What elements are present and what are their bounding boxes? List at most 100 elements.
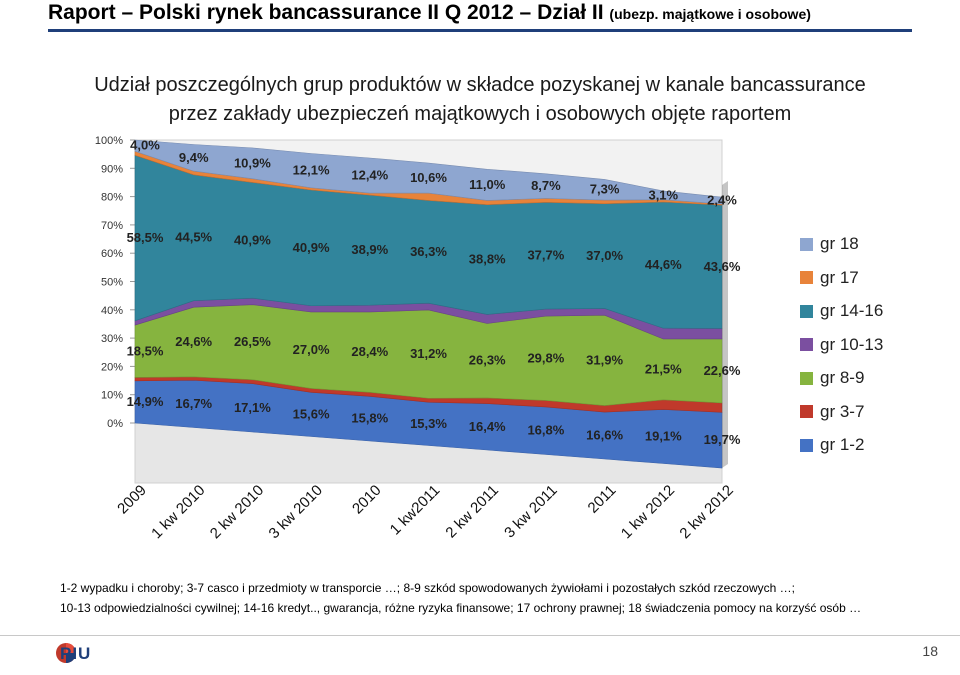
legend-item-gr-3-7: gr 3-7 (800, 401, 864, 423)
legend-swatch (800, 304, 813, 318)
data-label-gr-8-9: 24,6% (175, 334, 212, 349)
y-tick-label: 20% (101, 361, 123, 373)
legend-label: gr 3-7 (820, 401, 865, 421)
legend-item-gr-18: gr 18 (800, 233, 859, 255)
data-label-gr-18: 4,0% (130, 138, 160, 153)
data-label-gr-18: 2,4% (707, 193, 737, 208)
x-tick-label: 1 kw 2010 (148, 482, 208, 542)
data-label-gr-1-2: 17,1% (234, 400, 271, 415)
data-label-gr-14-16: 38,9% (351, 242, 388, 257)
legend-swatch (800, 338, 813, 351)
data-label-gr-18: 8,7% (531, 178, 561, 193)
y-tick-label: 70% (101, 220, 123, 232)
y-tick-label: 50% (101, 277, 123, 289)
chart-title-line1: Udział poszczególnych grup produktów w s… (94, 74, 866, 96)
x-tick-label: 3 kw 2010 (266, 482, 326, 542)
y-tick-label: 0% (107, 418, 123, 430)
data-label-gr-8-9: 28,4% (351, 344, 388, 359)
x-tick-label: 2 kw 2010 (207, 482, 267, 542)
x-tick-label: 2010 (349, 482, 385, 518)
data-label-gr-8-9: 22,6% (704, 363, 741, 378)
data-label-gr-1-2: 15,6% (293, 406, 330, 421)
chart-title-line2: przez zakłady ubezpieczeń majątkowych i … (168, 103, 792, 125)
legend-label: gr 10-13 (820, 334, 884, 354)
y-tick-label: 90% (101, 163, 123, 175)
area-gr-18 (134, 139, 723, 205)
data-label-gr-8-9: 31,2% (410, 346, 447, 361)
data-label-gr-1-2: 19,1% (645, 428, 682, 443)
data-label-gr-14-16: 44,5% (175, 230, 212, 245)
footnote-line2: 10-13 odpowiedzialności cywilnej; 14-16 … (60, 601, 862, 615)
data-label-gr-18: 10,9% (234, 155, 271, 170)
y-tick-label: 30% (101, 333, 123, 345)
legend-label: gr 14-16 (820, 301, 884, 320)
footer-divider (0, 635, 960, 636)
data-label-gr-18: 12,1% (293, 163, 330, 178)
data-label-gr-8-9: 27,0% (293, 342, 330, 357)
legend-swatch (800, 438, 813, 452)
legend-item-gr-1-2: gr 1-2 (800, 434, 864, 456)
data-label-gr-14-16: 40,9% (293, 240, 330, 255)
data-label-gr-1-2: 15,3% (410, 416, 447, 431)
data-label-gr-1-2: 16,7% (175, 396, 212, 411)
legend-item-gr-17: gr 17 (800, 267, 859, 289)
data-label-gr-1-2: 14,9% (127, 394, 164, 409)
data-label-gr-8-9: 26,3% (469, 353, 506, 368)
legend-item-gr-14-16: gr 14-16 (800, 300, 883, 322)
data-label-gr-18: 10,6% (410, 170, 447, 185)
data-label-gr-14-16: 58,5% (127, 230, 164, 245)
y-tick-label: 80% (101, 192, 123, 204)
data-label-gr-8-9: 21,5% (645, 361, 682, 376)
data-label-gr-8-9: 29,8% (527, 350, 564, 365)
data-label-gr-18: 12,4% (351, 168, 388, 183)
slide-title: Raport – Polski rynek bancassurance II Q… (48, 0, 811, 26)
x-tick-label: 3 kw 2011 (501, 482, 561, 542)
data-label-gr-8-9: 26,5% (234, 334, 271, 349)
legend-label: gr 1-2 (820, 435, 865, 454)
data-label-gr-18: 3,1% (648, 187, 678, 202)
x-tick-label: 2 kw 2012 (676, 482, 736, 542)
y-tick-label: 40% (101, 305, 123, 317)
legend-swatch (800, 271, 813, 284)
data-label-gr-8-9: 31,9% (586, 352, 623, 367)
data-label-gr-1-2: 19,7% (704, 432, 741, 447)
data-label-gr-14-16: 38,8% (469, 252, 506, 267)
data-label-gr-14-16: 37,0% (586, 248, 623, 263)
data-label-gr-1-2: 16,4% (469, 419, 506, 434)
piu-logo-icon (56, 643, 76, 663)
data-label-gr-18: 7,3% (590, 182, 620, 197)
data-label-gr-14-16: 37,7% (527, 248, 564, 263)
legend-swatch (800, 371, 813, 385)
x-tick-label: 2011 (585, 482, 620, 517)
data-label-gr-1-2: 16,6% (586, 428, 623, 443)
data-label-gr-1-2: 16,8% (527, 423, 564, 438)
footnote-line1: 1-2 wypadku i choroby; 3-7 casco i przed… (60, 581, 795, 595)
legend-label: gr 8-9 (820, 368, 865, 387)
data-label-gr-14-16: 43,6% (704, 259, 741, 274)
logo-text: PIU (60, 644, 92, 663)
page-number: 18 (922, 643, 938, 659)
data-label-gr-1-2: 15,8% (351, 411, 388, 426)
x-tick-label: 2009 (114, 482, 150, 518)
legend-label: gr 18 (820, 234, 859, 253)
y-tick-label: 100% (95, 135, 123, 147)
data-label-gr-14-16: 44,6% (645, 257, 682, 272)
title-rule (48, 29, 912, 32)
legend-swatch (800, 237, 813, 251)
data-label-gr-18: 9,4% (179, 150, 209, 165)
x-tick-label: 1 kw2011 (387, 482, 444, 539)
stacked-area-chart: 0% 10% 20% 30% 40% 50% 60% 70% 80% 90% 100% 14,9% 16… (95, 135, 741, 542)
y-tick-label: 10% (101, 390, 123, 402)
data-label-gr-18: 11,0% (469, 177, 506, 192)
legend-item-gr-10-13: gr 10-13 (800, 334, 883, 356)
x-tick-label: 1 kw 2012 (618, 482, 678, 542)
data-label-gr-14-16: 40,9% (234, 232, 271, 247)
legend-label: gr 17 (820, 267, 859, 287)
y-tick-label: 60% (101, 248, 123, 260)
stack-side-face (722, 181, 728, 468)
legend-swatch (800, 405, 813, 418)
data-label-gr-14-16: 36,3% (410, 244, 447, 259)
slide-title-main: Raport – Polski rynek bancassurance II Q… (48, 1, 610, 24)
legend-item-gr-8-9: gr 8-9 (800, 367, 864, 389)
x-tick-label: 2 kw 2011 (442, 482, 502, 542)
